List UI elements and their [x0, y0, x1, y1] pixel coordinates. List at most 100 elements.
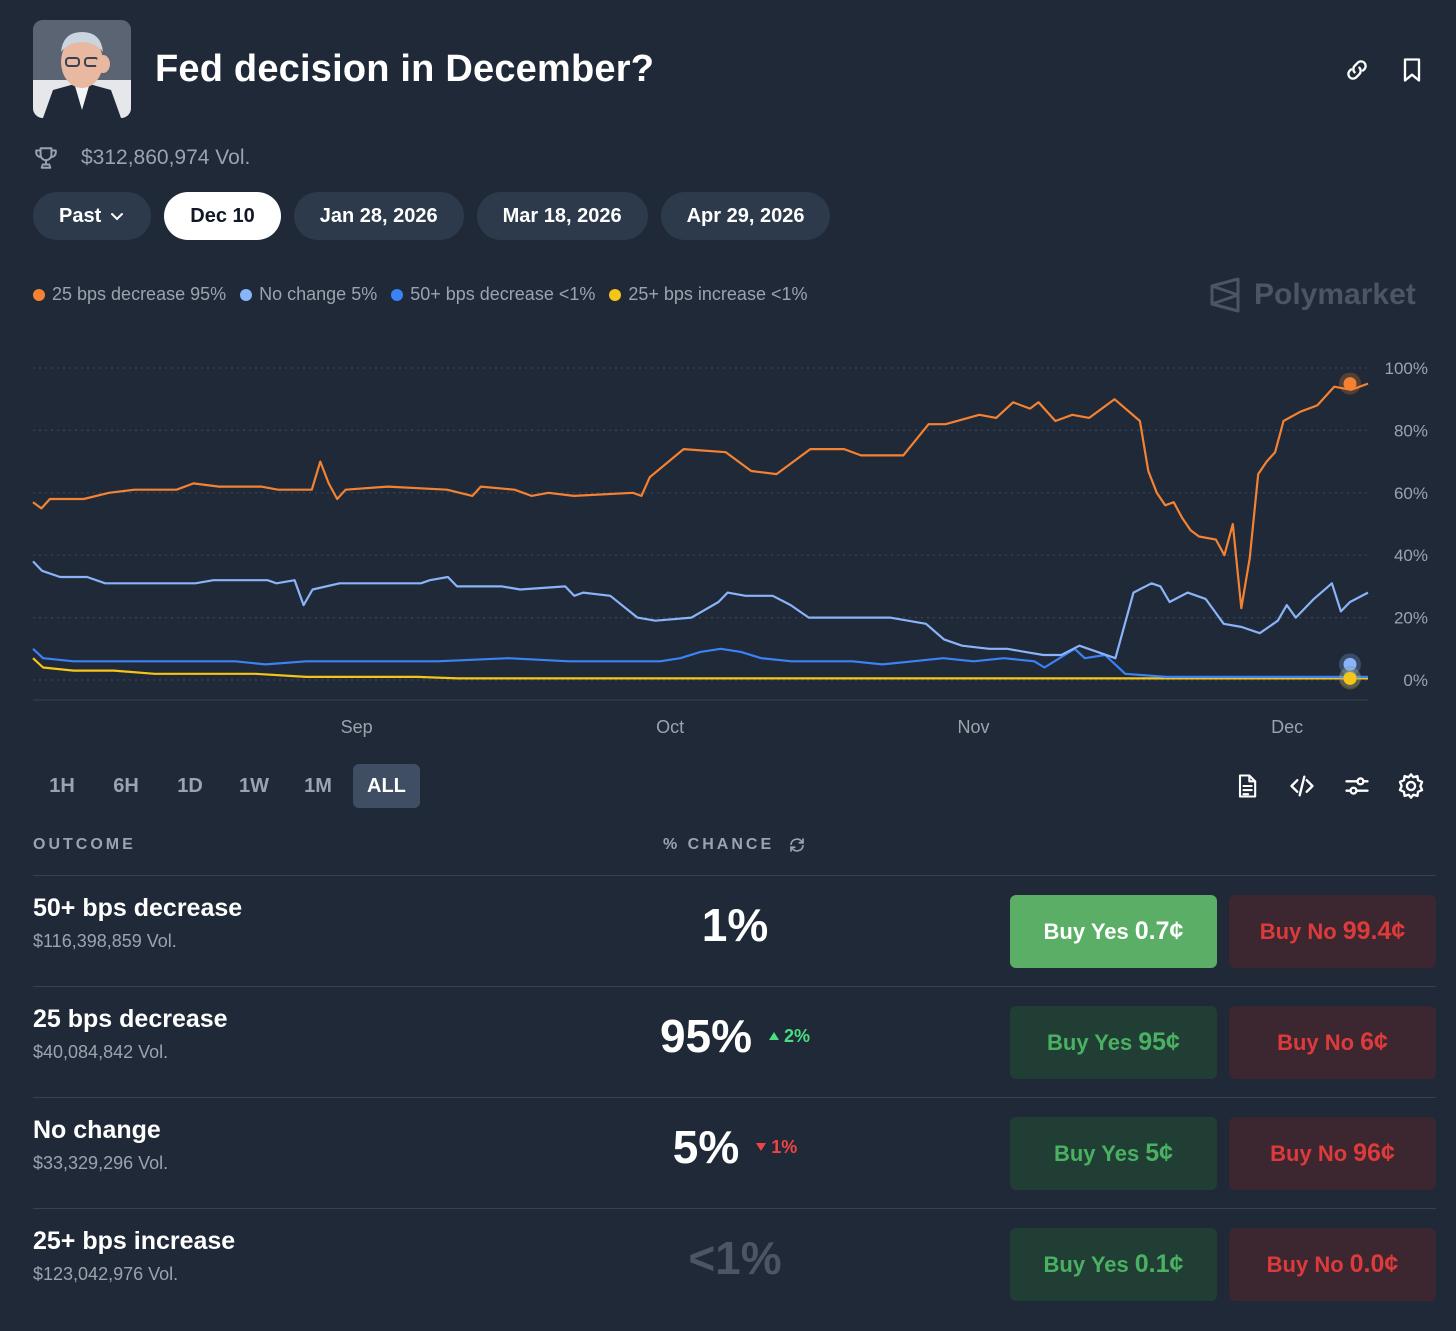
pill-dec-10[interactable]: Dec 10	[164, 192, 281, 240]
buy-yes-button[interactable]: Buy Yes 0.1¢	[1010, 1228, 1217, 1301]
outcome-chance: 5% 1%	[600, 1120, 870, 1174]
buy-yes-button[interactable]: Buy Yes 5¢	[1010, 1117, 1217, 1190]
time-range-tabs: 1H 6H 1D 1W 1M ALL	[33, 764, 420, 808]
market-avatar	[33, 20, 131, 118]
outcome-chance: <1%	[600, 1231, 870, 1285]
buy-yes-price: 95¢	[1138, 1028, 1180, 1056]
buy-yes-price: 5¢	[1145, 1139, 1174, 1167]
outcome-row[interactable]: 25+ bps increase $123,042,976 Vol. <1% B…	[0, 1209, 1456, 1320]
buy-no-button[interactable]: Buy No 99.4¢	[1229, 895, 1436, 968]
x-tick-label: Oct	[656, 717, 684, 737]
trophy-icon	[35, 147, 57, 169]
outcome-name: 50+ bps decrease	[33, 894, 243, 922]
buy-no-price: 99.4¢	[1342, 917, 1406, 945]
buy-yes-button[interactable]: Buy Yes 95¢	[1010, 1006, 1217, 1079]
range-1d[interactable]: 1D	[177, 774, 203, 797]
total-volume: $312,860,974 Vol.	[33, 143, 250, 173]
chance-delta: 1%	[755, 1137, 797, 1158]
legend-label: 50+ bps decrease <1%	[410, 284, 596, 304]
pill-past[interactable]: Past	[33, 192, 152, 240]
link-icon[interactable]	[1343, 56, 1371, 84]
legend-dot	[391, 288, 404, 301]
buy-no-label: Buy No	[1266, 1251, 1344, 1277]
legend-dot	[33, 288, 45, 301]
polymarket-logo-icon	[1210, 277, 1240, 313]
legend-item[interactable]: 25 bps decrease 95%	[33, 284, 226, 305]
y-tick-label: 0%	[1403, 671, 1428, 690]
legend-item[interactable]: No change 5%	[240, 284, 377, 305]
outcome-name: 25 bps decrease	[33, 1005, 228, 1033]
gear-icon[interactable]	[1397, 772, 1427, 802]
buy-yes-label: Buy Yes	[1047, 1029, 1133, 1055]
x-tick-label: Dec	[1271, 717, 1303, 737]
series-line-no-change	[32, 560, 1369, 660]
bookmark-icon[interactable]	[1398, 56, 1426, 84]
outcome-volume: $33,329,296 Vol.	[33, 1153, 169, 1173]
buy-yes-label: Buy Yes	[1053, 1140, 1140, 1166]
price-chart[interactable]: 100% 80% 60% 40% 20% 0% Sep Oct Nov Dec	[0, 340, 1456, 750]
chance-value: 1%	[701, 899, 769, 951]
buy-no-button[interactable]: Buy No 96¢	[1229, 1117, 1436, 1190]
outcome-row[interactable]: 50+ bps decrease $116,398,859 Vol. 1% Bu…	[0, 876, 1456, 987]
triangle-down-icon	[756, 1143, 767, 1151]
legend-item[interactable]: 50+ bps decrease <1%	[391, 284, 595, 305]
outcome-volume: $116,398,859 Vol.	[33, 931, 177, 951]
outcome-row[interactable]: No change $33,329,296 Vol. 5% 1% Buy Yes…	[0, 1098, 1456, 1209]
chart-endpoints	[1339, 372, 1361, 690]
col-header-chance: % CHANCE	[663, 836, 806, 854]
end-marker	[1343, 671, 1357, 685]
pill-label: Mar 18, 2026	[502, 204, 622, 227]
triangle-up-icon	[769, 1032, 780, 1040]
pill-mar-18[interactable]: Mar 18, 2026	[476, 192, 648, 240]
range-1m[interactable]: 1M	[304, 774, 332, 797]
buy-no-price: 96¢	[1353, 1139, 1395, 1167]
end-marker	[1343, 657, 1357, 671]
outcome-volume: $123,042,976 Vol.	[33, 1264, 179, 1284]
table-divider	[33, 1208, 1436, 1209]
legend-item[interactable]: 25+ bps increase <1%	[609, 284, 807, 305]
document-icon[interactable]	[1233, 772, 1263, 802]
pill-label: Dec 10	[190, 204, 255, 227]
buy-no-label: Buy No	[1277, 1029, 1355, 1055]
chance-delta-value: 1%	[771, 1136, 798, 1157]
buy-no-button[interactable]: Buy No 0.0¢	[1229, 1228, 1436, 1301]
buy-no-price: 6¢	[1360, 1028, 1388, 1056]
outcome-row[interactable]: 25 bps decrease $40,084,842 Vol. 95% 2% …	[0, 987, 1456, 1098]
chart-legend: 25 bps decrease 95% No change 5% 50+ bps…	[33, 284, 807, 305]
pill-label: Jan 28, 2026	[319, 204, 438, 227]
buy-yes-button[interactable]: Buy Yes 0.7¢	[1010, 895, 1217, 968]
table-divider	[33, 1097, 1436, 1098]
outcome-chance: 1%	[600, 898, 870, 952]
embed-code-icon[interactable]	[1288, 772, 1318, 802]
y-tick-label: 40%	[1394, 546, 1428, 565]
pill-jan-28[interactable]: Jan 28, 2026	[293, 192, 464, 240]
chance-delta: 2%	[768, 1026, 810, 1047]
chart-grid	[33, 367, 1368, 701]
buy-no-button[interactable]: Buy No 6¢	[1229, 1006, 1436, 1079]
table-divider	[33, 875, 1436, 876]
range-1w[interactable]: 1W	[239, 774, 269, 797]
y-tick-label: 20%	[1394, 609, 1428, 628]
range-1h[interactable]: 1H	[49, 774, 75, 797]
chance-value: 95%	[659, 1010, 753, 1062]
range-all[interactable]: ALL	[353, 764, 420, 808]
series-line-25-bps-decrease	[32, 382, 1369, 610]
range-6h[interactable]: 6H	[113, 774, 139, 797]
buy-no-price: 0.0¢	[1349, 1250, 1399, 1278]
buy-no-label: Buy No	[1259, 918, 1337, 944]
table-divider	[33, 986, 1436, 987]
sliders-icon[interactable]	[1343, 772, 1373, 802]
refresh-icon[interactable]	[788, 836, 806, 854]
buy-no-label: Buy No	[1270, 1140, 1348, 1166]
total-volume-text: $312,860,974 Vol.	[81, 146, 251, 169]
pill-apr-29[interactable]: Apr 29, 2026	[660, 192, 831, 240]
y-tick-label: 80%	[1394, 421, 1428, 440]
legend-label: No change 5%	[259, 284, 378, 304]
brand-name: Polymarket	[1254, 278, 1416, 311]
chance-value: 5%	[672, 1121, 740, 1173]
buy-yes-label: Buy Yes	[1043, 918, 1129, 944]
chevron-down-icon	[111, 213, 124, 221]
chance-delta-value: 2%	[784, 1025, 811, 1046]
buy-yes-label: Buy Yes	[1043, 1251, 1129, 1277]
outcome-name: No change	[33, 1116, 161, 1144]
